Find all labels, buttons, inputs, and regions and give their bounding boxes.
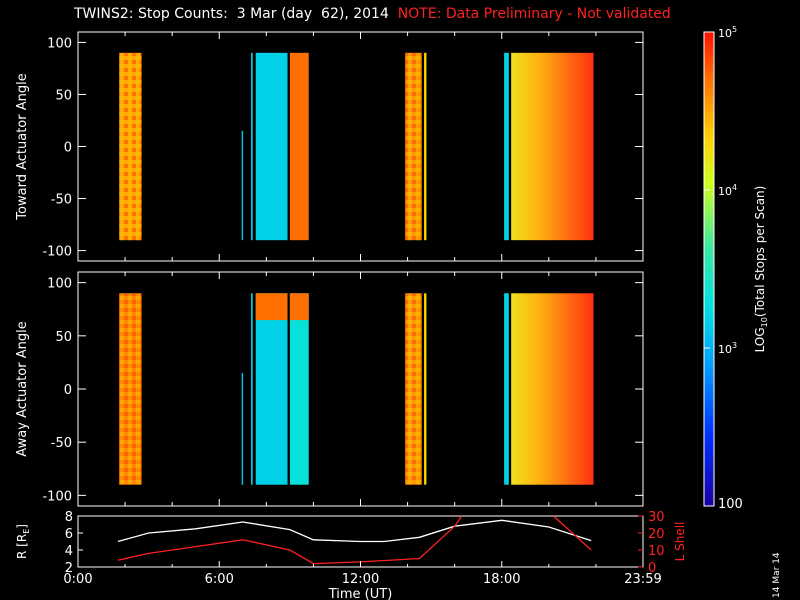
ephemeris-ylabel-right: L Shell: [673, 522, 687, 562]
colorbar-tick-label-1: 104: [718, 183, 737, 198]
ytick-label-0: 100: [47, 36, 72, 51]
colorbar-tick-label-0: 105: [718, 25, 737, 40]
xtick-label-1: 6:00: [205, 572, 234, 587]
heatmap-block-3: [255, 293, 288, 485]
xtick-label-2: 12:00: [342, 572, 379, 587]
heatmap-block-7: [504, 52, 509, 241]
colorbar-label: LOG10(Total Stops per Scan): [753, 186, 769, 353]
ytick-label-3: -50: [51, 436, 72, 451]
ytick-label-1: 50: [55, 88, 72, 103]
heatmap-block-2: [251, 293, 253, 485]
xaxis-label: Time (UT): [328, 587, 393, 600]
colorbar-min-label: 100: [718, 497, 743, 512]
preliminary-note: NOTE: Data Preliminary - Not validated: [397, 6, 671, 22]
ytick-label-4: -100: [42, 489, 72, 504]
ytick-right-label-0: 30: [648, 510, 665, 525]
panel-1: 100 50 0 -50 -100 Away Actuator Angle: [15, 271, 644, 507]
heatmap-block-7: [504, 293, 509, 485]
heatmap-texture-0: [119, 293, 142, 485]
colorbar-gradient: [703, 31, 715, 507]
heatmap-texture-5: [405, 52, 422, 241]
series-1-line-0: [117, 516, 463, 565]
ytick-left-label-0: 8: [65, 510, 73, 525]
ytick-label-4: -100: [42, 245, 72, 260]
panel-1-ylabel: Away Actuator Angle: [15, 321, 30, 456]
heatmap-texture-0: [119, 52, 142, 241]
colorbar-tick-label-2: 103: [718, 341, 737, 356]
heatmap-block-4: [289, 293, 309, 485]
ytick-label-3: -50: [51, 193, 72, 208]
xtick-label-0: 0:00: [63, 572, 92, 587]
ytick-right-label-2: 10: [648, 544, 665, 559]
title-text: TWINS2: Stop Counts: 3 Mar (day 62), 201…: [74, 6, 389, 22]
series-1-line-1: [553, 516, 592, 551]
ephemeris-ylabel-left: R [RE]: [15, 524, 31, 559]
heatmap-block-2: [251, 52, 253, 241]
heatmap-block-6: [424, 52, 427, 241]
ytick-label-2: 0: [64, 141, 72, 156]
ytick-right-label-3: 0: [648, 561, 656, 576]
panel-2: 8 6 4 2 30 20 10 0 0:00 6:00 12:00 18:00 23:59 Time (…: [15, 510, 687, 600]
series-0-line-0: [117, 519, 592, 543]
heatmap-cap-4: [289, 293, 309, 321]
ytick-label-2: 0: [64, 383, 72, 398]
ytick-label-0: 100: [47, 277, 72, 292]
ytick-right-label-1: 20: [648, 527, 665, 542]
ytick-label-1: 50: [55, 330, 72, 345]
chart-title: TWINS2: Stop Counts: 3 Mar (day 62), 201…: [74, 6, 671, 22]
ytick-left-label-1: 6: [65, 527, 73, 542]
heatmap-block-3: [255, 52, 288, 241]
heatmap-block-8: [511, 293, 594, 485]
ytick-left-label-2: 4: [65, 544, 73, 559]
heatmap-block-1: [241, 373, 244, 485]
colorbar: 105 104 103 100 LOG10(Total Stops per Scan): [703, 25, 769, 512]
xtick-label-3: 18:00: [483, 572, 520, 587]
xtick-label-4: 23:59: [624, 572, 661, 587]
panel-0: 100 50 0 -50 -100 Toward Actuator Angle: [15, 31, 644, 262]
ephemeris-lines: [117, 516, 592, 565]
heatmap-block-4: [289, 52, 309, 241]
panel-0-ylabel: Toward Actuator Angle: [15, 73, 30, 220]
heatmap-block-8: [511, 52, 594, 241]
heatmap-block-1: [241, 130, 244, 241]
date-stamp: 14 Mar 14: [772, 552, 782, 598]
heatmap-block-6: [424, 293, 427, 485]
ytick-left-label-3: 2: [65, 561, 73, 576]
heatmap-cap-3: [255, 293, 288, 321]
heatmap-texture-5: [405, 293, 422, 485]
